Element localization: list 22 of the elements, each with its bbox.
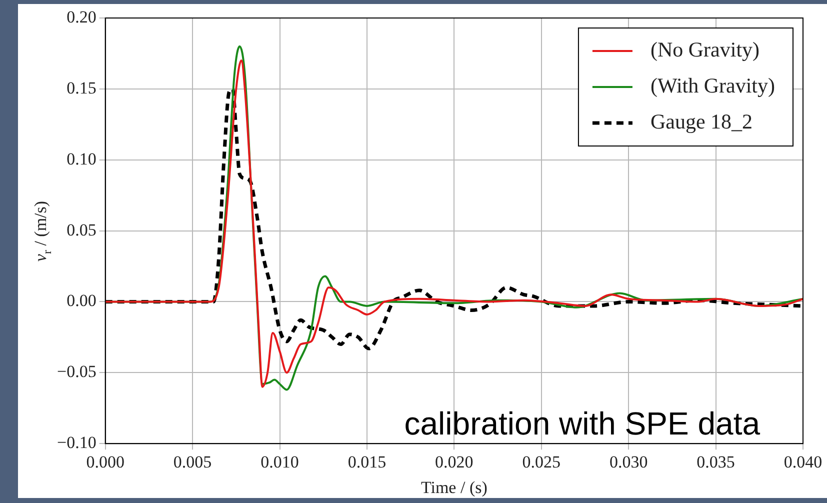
legend-label: (With Gravity) [650,74,776,98]
x-tick-label: 0.010 [260,452,299,472]
y-tick-label: 0.00 [66,291,96,310]
x-tick-label: 0.005 [173,452,212,472]
y-tick-label: −0.05 [56,362,96,382]
x-axis-title: Time / (s) [420,478,488,497]
y-tick-label: 0.10 [66,149,96,168]
legend-label: Gauge 18_2 [650,110,753,134]
y-tick-label: 0.05 [66,220,96,240]
x-tick-label: 0.035 [696,452,735,472]
y-tick-label: −0.10 [56,433,96,452]
y-tick-label: 0.15 [66,78,96,98]
x-tick-label: 0.020 [435,452,474,472]
legend-label: (No Gravity) [650,38,760,62]
x-tick-label: 0.030 [609,452,648,472]
x-tick-label: 0.000 [86,452,124,472]
y-tick-label: 0.20 [66,7,96,26]
y-axis-title: vr / (m/s) [31,200,54,262]
x-tick-label: 0.015 [348,452,386,472]
annotation: calibration with SPE data [404,405,760,442]
x-tick-label: 0.040 [784,452,822,472]
x-tick-label: 0.025 [522,452,560,472]
